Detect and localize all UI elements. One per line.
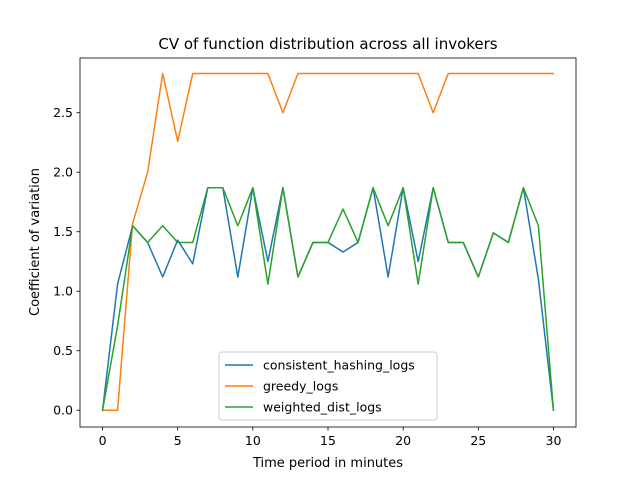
y-tick-label: 1.0 bbox=[53, 284, 73, 299]
legend-box bbox=[218, 351, 438, 421]
y-tick-label: 0.0 bbox=[53, 403, 73, 418]
y-tick-label: 0.5 bbox=[53, 343, 73, 358]
y-axis-label: Coefficient of variation bbox=[28, 168, 43, 316]
x-tick-label: 20 bbox=[395, 433, 411, 448]
series-line-weighted_dist_logs bbox=[101, 186, 555, 412]
x-axis-label: Time period in minutes bbox=[252, 456, 403, 471]
x-tick-label: 25 bbox=[470, 433, 486, 448]
legend: consistent_hashing_logs greedy_logsweight… bbox=[218, 351, 438, 421]
chart-title: CV of function distribution across all i… bbox=[158, 35, 497, 53]
x-tick-label: 30 bbox=[546, 433, 562, 448]
y-tick-label: 1.5 bbox=[53, 224, 73, 239]
legend-label-weighted_dist_logs: weighted_dist_logs bbox=[263, 400, 382, 415]
series-layer bbox=[101, 72, 555, 412]
x-tick-label: 5 bbox=[174, 433, 182, 448]
y-tick-label: 2.5 bbox=[53, 105, 73, 120]
legend-label-greedy_logs: greedy_logs bbox=[263, 379, 338, 394]
series-line-greedy_logs bbox=[101, 72, 555, 411]
y-tick-label: 2.0 bbox=[53, 165, 73, 180]
x-tick-label: 0 bbox=[99, 433, 107, 448]
x-tick-label: 10 bbox=[245, 433, 261, 448]
legend-label-consistent_hashing_logs: consistent_hashing_logs bbox=[263, 358, 415, 373]
x-tick-label: 15 bbox=[320, 433, 336, 448]
axes-layer: 0 5 10 15 20 25 30 0.0 0.5 1.0 1.5 2.0 2.5 bbox=[53, 57, 577, 448]
